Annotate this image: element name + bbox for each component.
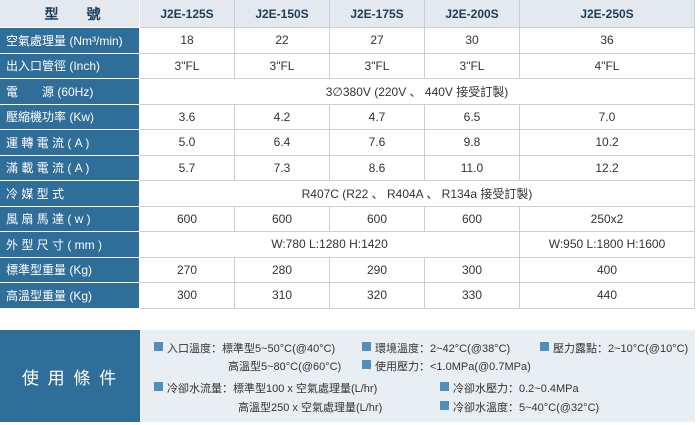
data-cell: 400 xyxy=(520,257,695,283)
bullet-icon xyxy=(440,382,449,391)
data-cell: 290 xyxy=(330,257,425,283)
row-label: 外 型 尺 寸 ( mm ) xyxy=(0,232,140,258)
data-cell: 4"FL xyxy=(520,53,695,79)
conditions-title: 使 用 條 件 xyxy=(0,330,140,422)
data-cell: 30 xyxy=(425,28,520,54)
data-cell: W:780 L:1280 H:1420 xyxy=(140,232,520,258)
condition-item: 冷卻水溫度：5~40°C(@32°C) xyxy=(453,402,600,414)
data-cell: 36 xyxy=(520,28,695,54)
data-cell: 440 xyxy=(520,283,695,309)
data-cell: 3"FL xyxy=(140,53,235,79)
header-cell: J2E-200S xyxy=(425,0,520,28)
bullet-icon xyxy=(362,360,371,369)
data-cell: 5.7 xyxy=(140,155,235,181)
data-cell: 12.2 xyxy=(520,155,695,181)
condition-item: 入口溫度：標準型5~50°C(@40°C) xyxy=(167,343,336,355)
row-label: 空氣處理量 (Nm³/min) xyxy=(0,28,140,54)
data-cell: 250x2 xyxy=(520,206,695,232)
data-cell: 4.2 xyxy=(235,104,330,130)
data-cell: 600 xyxy=(235,206,330,232)
data-cell: 3"FL xyxy=(330,53,425,79)
data-cell: 3"FL xyxy=(235,53,330,79)
condition-item: 壓力露點：2~10°C(@10°C) xyxy=(553,343,689,355)
row-label: 高溫型重量 (Kg) xyxy=(0,283,140,309)
data-cell: 6.4 xyxy=(235,130,330,156)
data-cell: 310 xyxy=(235,283,330,309)
condition-item: 冷卻水壓力：0.2~0.4MPa xyxy=(453,383,579,395)
data-cell: W:950 L:1800 H:1600 xyxy=(520,232,695,258)
data-cell: 320 xyxy=(330,283,425,309)
data-cell: 22 xyxy=(235,28,330,54)
data-cell: 9.8 xyxy=(425,130,520,156)
condition-item: 環境溫度：2~42°C(@38°C) xyxy=(375,343,511,355)
header-cell: J2E-250S xyxy=(520,0,695,28)
data-cell: 6.5 xyxy=(425,104,520,130)
data-cell: 3.6 xyxy=(140,104,235,130)
bullet-icon xyxy=(540,342,549,351)
data-cell: 7.0 xyxy=(520,104,695,130)
data-cell: 330 xyxy=(425,283,520,309)
data-cell: R407C (R22 、 R404A 、 R134a 接受訂製) xyxy=(140,181,695,207)
row-label: 電 源 (60Hz) xyxy=(0,79,140,105)
condition-item: 高溫型250 x 空氣處理量(L/hr) xyxy=(238,402,383,414)
bullet-icon xyxy=(362,342,371,351)
header-cell: J2E-175S xyxy=(330,0,425,28)
data-cell: 600 xyxy=(330,206,425,232)
header-cell: J2E-150S xyxy=(235,0,330,28)
row-label: 運 轉 電 流 ( A ) xyxy=(0,130,140,156)
data-cell: 18 xyxy=(140,28,235,54)
row-label: 風 扇 馬 達 ( w ) xyxy=(0,206,140,232)
data-cell: 7.3 xyxy=(235,155,330,181)
data-cell: 8.6 xyxy=(330,155,425,181)
row-label: 冷 媒 型 式 xyxy=(0,181,140,207)
header-cell: J2E-125S xyxy=(140,0,235,28)
row-label: 壓縮機功率 (Kw) xyxy=(0,104,140,130)
data-cell: 4.7 xyxy=(330,104,425,130)
row-label: 標準型重量 (Kg) xyxy=(0,257,140,283)
bullet-icon xyxy=(154,382,163,391)
data-cell: 11.0 xyxy=(425,155,520,181)
data-cell: 3"FL xyxy=(425,53,520,79)
data-cell: 300 xyxy=(140,283,235,309)
header-label: 型 號 xyxy=(0,0,140,28)
data-cell: 600 xyxy=(140,206,235,232)
bullet-icon xyxy=(154,342,163,351)
data-cell: 5.0 xyxy=(140,130,235,156)
data-cell: 27 xyxy=(330,28,425,54)
bullet-icon xyxy=(440,401,449,410)
data-cell: 10.2 xyxy=(520,130,695,156)
data-cell: 300 xyxy=(425,257,520,283)
data-cell: 280 xyxy=(235,257,330,283)
data-cell: 3∅380V (220V 、 440V 接受訂製) xyxy=(140,79,695,105)
data-cell: 600 xyxy=(425,206,520,232)
row-label: 出入口管徑 (Inch) xyxy=(0,53,140,79)
condition-item: 使用壓力：<1.0MPa(@0.7MPa) xyxy=(375,361,531,373)
row-label: 滿 載 電 流 ( A ) xyxy=(0,155,140,181)
data-cell: 7.6 xyxy=(330,130,425,156)
condition-item: 冷卻水流量：標準型100 x 空氣處理量(L/hr) xyxy=(167,383,378,395)
condition-item: 高溫型5~80°C(@60°C) xyxy=(228,361,342,373)
data-cell: 270 xyxy=(140,257,235,283)
